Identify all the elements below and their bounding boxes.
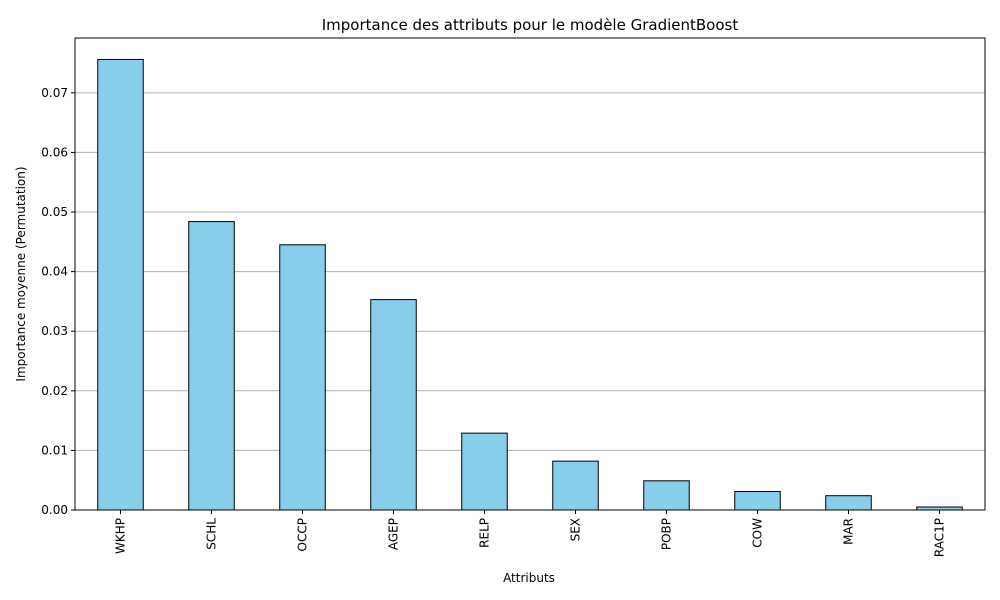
x-tick-label: SCHL xyxy=(205,518,219,550)
y-tick-label: 0.03 xyxy=(41,324,68,338)
bar-relp xyxy=(461,432,508,511)
bar-sex xyxy=(552,460,599,511)
bars xyxy=(97,58,963,511)
x-tick-label: SEX xyxy=(569,518,583,541)
bar-schl xyxy=(188,221,235,511)
y-tick-label: 0.02 xyxy=(41,384,68,398)
x-tick-label: RAC1P xyxy=(933,518,947,557)
x-tick-label: AGEP xyxy=(387,518,401,550)
y-tick-label: 0.01 xyxy=(41,443,68,457)
x-tick-label: RELP xyxy=(478,518,492,548)
y-tick-label: 0.04 xyxy=(41,265,68,279)
x-tick-label: COW xyxy=(751,518,765,548)
y-tick-label: 0.00 xyxy=(41,503,68,517)
x-tick-label: POBP xyxy=(660,518,674,550)
x-axis-label: Attributs xyxy=(503,571,555,585)
x-tick-label: MAR xyxy=(842,518,856,545)
bar-mar xyxy=(825,495,872,511)
bar-wkhp xyxy=(97,58,144,511)
x-axis-ticks: WKHP SCHL OCCP AGEP RELP SEX POBP COW MAR RAC1P xyxy=(114,510,947,557)
bar-occp xyxy=(279,244,326,511)
y-tick-label: 0.05 xyxy=(41,205,68,219)
chart-title: Importance des attributs pour le modèle … xyxy=(322,16,739,34)
bar-pobp xyxy=(643,480,690,511)
x-tick-label: WKHP xyxy=(114,518,128,554)
y-axis-ticks: 0.00 0.01 0.02 0.03 0.04 0.05 0.06 0.07 xyxy=(41,86,75,517)
bar-cow xyxy=(734,491,781,511)
bar-agep xyxy=(370,299,417,511)
y-tick-label: 0.06 xyxy=(41,145,68,159)
y-axis-label: Importance moyenne (Permutation) xyxy=(14,166,28,381)
x-tick-label: OCCP xyxy=(296,518,310,551)
y-tick-label: 0.07 xyxy=(41,86,68,100)
plot-frame xyxy=(74,37,986,511)
